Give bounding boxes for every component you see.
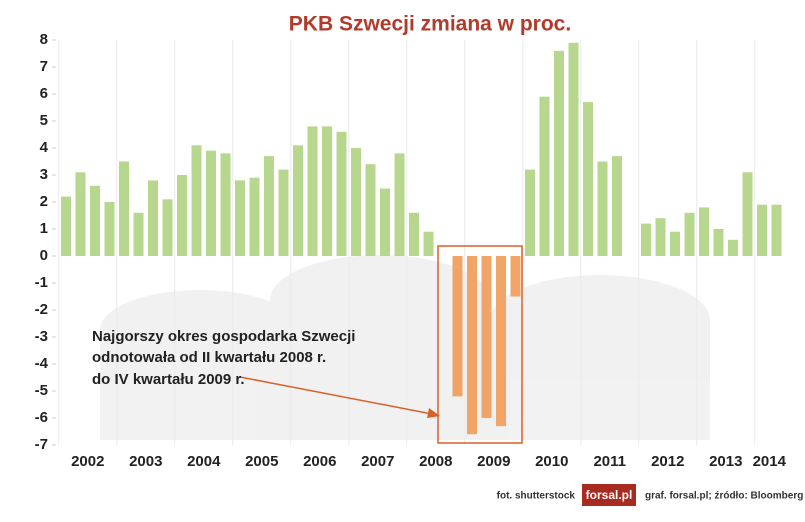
x-tick-label: 2011 <box>593 453 626 470</box>
bar <box>597 161 608 256</box>
bar <box>699 207 709 256</box>
bar <box>728 239 738 256</box>
bar <box>177 175 187 256</box>
bar <box>278 169 289 256</box>
bar <box>133 212 144 256</box>
y-tick-label: -1 <box>35 274 48 291</box>
chart-title: PKB Szwecji zmiana w proc. <box>289 13 571 36</box>
annotation: Najgorszy okres gospodarka Szwecji <box>92 328 355 345</box>
annotation-arrow <box>239 376 433 415</box>
bar <box>539 96 550 256</box>
x-tick-label: 2005 <box>245 453 278 470</box>
x-tick-label: 2008 <box>419 453 452 470</box>
bar <box>235 180 245 256</box>
bar <box>742 172 753 256</box>
logo-box <box>582 484 636 506</box>
bar <box>452 256 463 397</box>
y-tick-label: -3 <box>35 328 48 345</box>
y-tick-label: -6 <box>35 409 48 426</box>
bar <box>684 212 695 256</box>
bar <box>757 204 767 256</box>
bar <box>104 202 115 256</box>
bar <box>307 126 318 257</box>
bar <box>322 126 332 257</box>
y-tick-label: 7 <box>40 58 48 75</box>
y-tick-label: 2 <box>40 193 48 210</box>
bar <box>75 172 86 256</box>
y-tick-label: 5 <box>40 112 48 129</box>
bar <box>481 256 492 418</box>
photo-credit: fot. shutterstock <box>497 491 576 502</box>
bar <box>713 229 724 256</box>
bar <box>148 180 158 256</box>
bar <box>206 150 216 256</box>
bar <box>380 188 390 256</box>
bar <box>394 153 405 256</box>
bar <box>554 50 564 256</box>
x-tick-label: 2010 <box>535 453 568 470</box>
bar <box>525 169 535 256</box>
bar <box>423 231 434 256</box>
bar <box>90 185 100 256</box>
y-tick-label: 3 <box>40 166 48 183</box>
x-tick-label: 2004 <box>187 453 221 470</box>
bar <box>409 212 419 256</box>
annotation: do IV kwartału 2009 r. <box>92 371 245 388</box>
bar <box>119 161 129 256</box>
y-tick-label: -7 <box>35 436 48 453</box>
x-tick-label: 2006 <box>303 453 336 470</box>
arrow-head <box>427 408 440 418</box>
highlight-box <box>437 245 523 444</box>
bar <box>771 204 782 256</box>
y-tick-label: 0 <box>40 247 48 264</box>
bar <box>191 145 202 256</box>
bar <box>583 102 593 256</box>
bar <box>336 131 347 256</box>
bar <box>293 145 303 256</box>
y-tick-label: 8 <box>40 31 48 48</box>
y-tick-label: -5 <box>35 382 48 399</box>
y-tick-label: -2 <box>35 301 48 318</box>
bar <box>655 218 666 256</box>
x-tick-label: 2002 <box>71 453 104 470</box>
y-tick-label: 4 <box>40 139 49 156</box>
bar <box>249 177 260 256</box>
x-tick-label: 2009 <box>477 453 510 470</box>
bar <box>61 196 71 256</box>
bar <box>264 156 274 256</box>
bar <box>612 156 622 256</box>
bar <box>365 164 376 256</box>
x-tick-label: 2003 <box>129 453 162 470</box>
y-tick-label: 1 <box>40 220 48 237</box>
x-tick-label: 2013 <box>709 453 742 470</box>
logo: forsal.pl <box>586 488 633 502</box>
bar <box>510 256 521 297</box>
x-tick-label: 2012 <box>651 453 684 470</box>
bar <box>641 223 651 256</box>
bar <box>351 148 361 256</box>
bar <box>220 153 231 256</box>
y-tick-label: -4 <box>35 355 49 372</box>
y-tick-label: 6 <box>40 85 48 102</box>
x-tick-label: 2007 <box>361 453 394 470</box>
bar <box>496 256 506 427</box>
source: graf. forsal.pl; źródło: Bloomberg <box>645 491 803 502</box>
annotation: odnotowała od II kwartału 2008 r. <box>92 349 326 366</box>
bar <box>568 42 579 257</box>
bar <box>467 256 477 435</box>
bar <box>162 199 173 256</box>
bar <box>670 231 680 256</box>
x-tick-label: 2014 <box>753 453 787 470</box>
